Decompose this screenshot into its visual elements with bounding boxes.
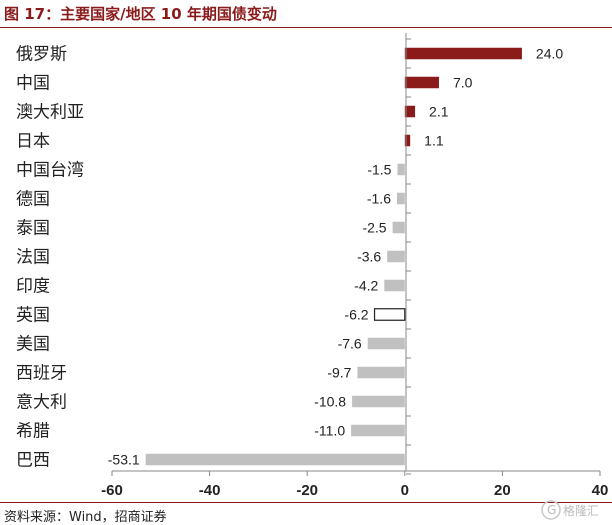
category-label: 英国 (16, 306, 50, 326)
category-label: 美国 (16, 335, 50, 355)
bar (396, 192, 405, 205)
data-label: -10.8 (314, 394, 346, 410)
data-label: -9.7 (327, 365, 351, 381)
title-divider (0, 27, 612, 28)
category-label: 意大利 (16, 393, 67, 413)
watermark-icon-glyph: G (547, 503, 556, 517)
data-label: 1.1 (424, 133, 444, 149)
category-label: 泰国 (16, 219, 50, 239)
bar (397, 163, 405, 176)
data-label: -6.2 (344, 307, 368, 323)
source-note: 资料来源：Wind，招商证券 (4, 510, 167, 525)
data-label: -53.1 (108, 452, 140, 468)
data-label: -1.5 (367, 162, 391, 178)
data-label: -4.2 (354, 278, 378, 294)
watermark-logo: G 格隆汇 (541, 500, 599, 520)
chart-title: 图 17：主要国家/地区 10 年期国债变动 (4, 5, 277, 23)
bar (145, 453, 405, 466)
data-label: -11.0 (314, 423, 345, 439)
category-label: 印度 (16, 277, 50, 297)
bar (404, 76, 439, 89)
category-label: 日本 (16, 132, 50, 152)
data-label: -2.5 (362, 220, 386, 236)
watermark-icon (541, 500, 561, 520)
category-label: 希腊 (16, 422, 50, 442)
category-label: 中国台湾 (16, 161, 84, 181)
category-label: 俄罗斯 (16, 45, 67, 65)
x-tick-label: -40 (199, 482, 221, 499)
watermark-text: 格隆汇 (563, 503, 599, 518)
category-label: 中国 (16, 74, 50, 94)
category-label: 澳大利亚 (16, 103, 84, 123)
data-label: -3.6 (357, 249, 381, 265)
bar (387, 250, 405, 263)
bar (404, 105, 416, 118)
category-label: 德国 (16, 190, 50, 210)
category-label: 西班牙 (16, 364, 67, 384)
data-label: 2.1 (429, 104, 449, 120)
category-label: 巴西 (16, 451, 50, 471)
title-bar: 图 17：主要国家/地区 10 年期国债变动 (0, 0, 612, 28)
data-label: -1.6 (367, 191, 391, 207)
bar (404, 47, 522, 60)
x-tick-label: -20 (296, 482, 318, 499)
bar (392, 221, 405, 234)
data-label: 7.0 (453, 75, 473, 91)
data-label: -7.6 (338, 336, 362, 352)
bar-chart: 俄罗斯 24.0 中国 7.0 澳大利亚 2.1 日本 1.1 中国台湾 -1.5 德国 -1.6 泰国… (16, 33, 609, 499)
x-tick-label: 40 (592, 482, 609, 499)
category-label: 法国 (16, 248, 50, 268)
footer-divider (0, 502, 612, 503)
bar (352, 395, 405, 408)
x-tick-label: 0 (401, 482, 409, 499)
x-tick-label: 20 (494, 482, 511, 499)
bar (373, 308, 406, 321)
bar (367, 337, 405, 350)
bar (351, 424, 405, 437)
bar (384, 279, 405, 292)
data-label: 24.0 (536, 46, 563, 62)
x-tick-label: -60 (101, 482, 123, 499)
bar (404, 134, 411, 147)
bar (357, 366, 405, 379)
